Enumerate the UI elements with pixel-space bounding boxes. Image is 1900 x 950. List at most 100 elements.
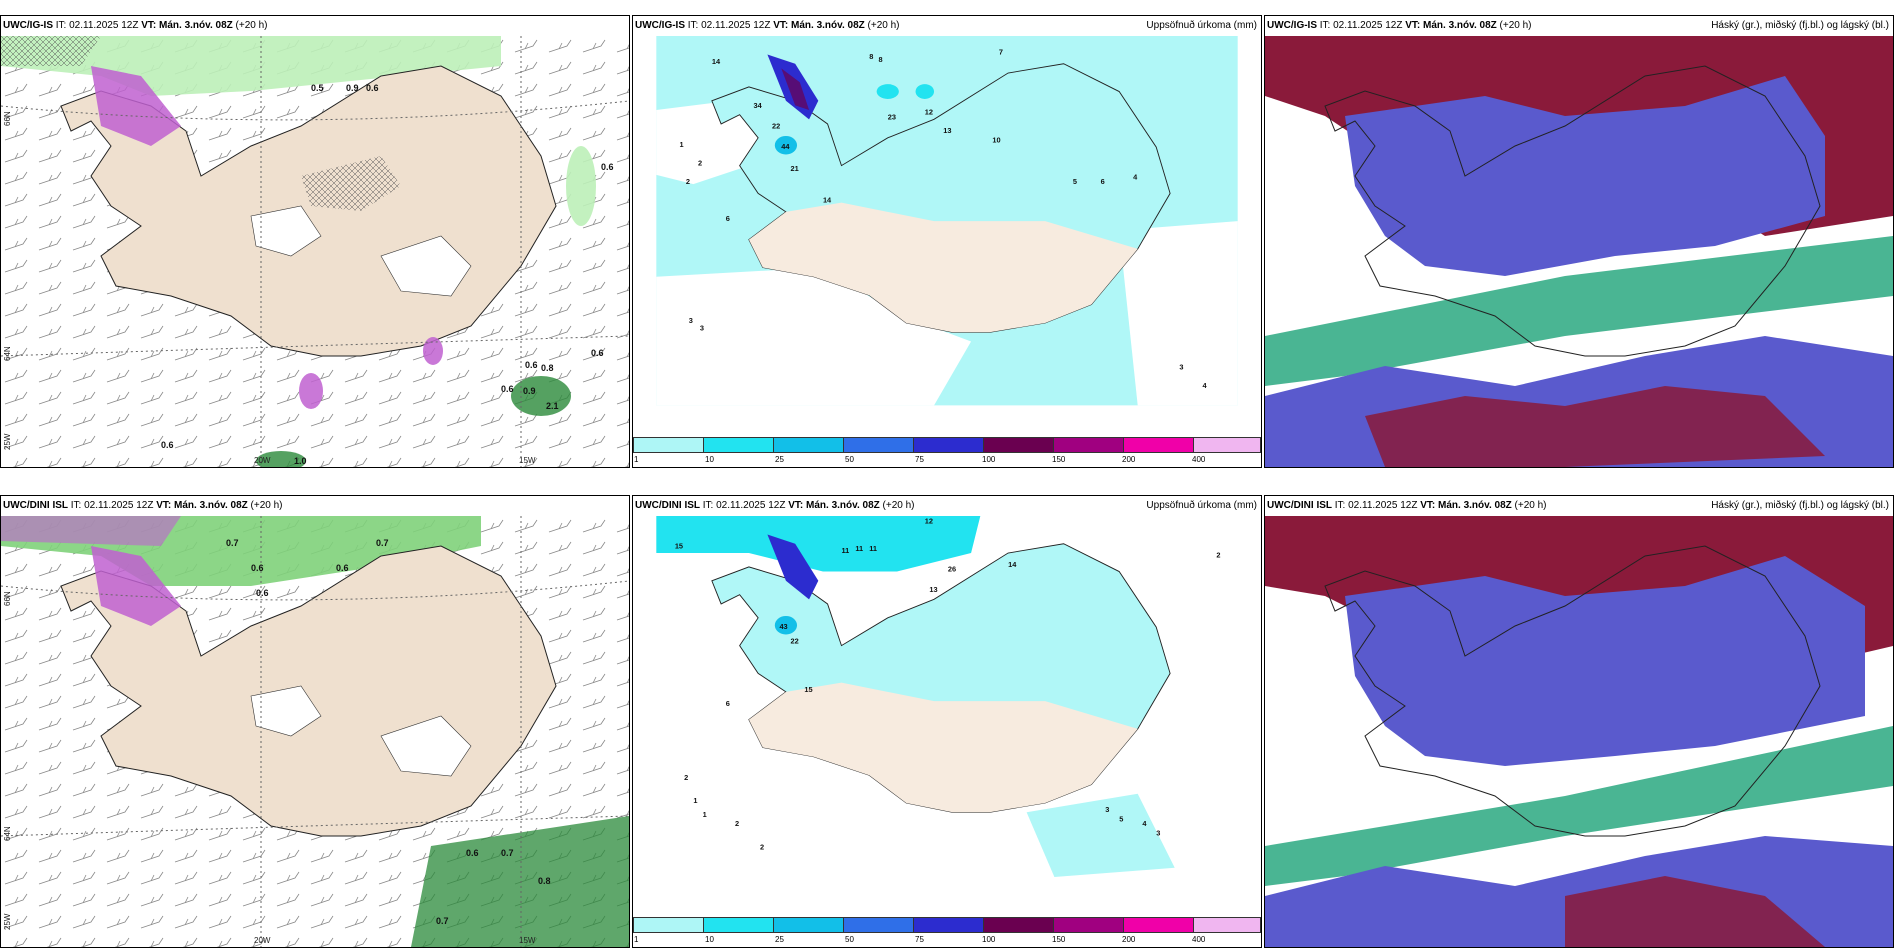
wind-label: 0.7: [226, 538, 239, 548]
init-time: 02.11.2025 12Z: [1333, 20, 1403, 31]
vt-label: VT:: [773, 20, 789, 31]
precip-label: 14: [1008, 560, 1017, 569]
model-name: UWC/IG-IS: [635, 20, 685, 31]
wind-map: 0.7 0.6 0.6 0.6 0.7 0.6 0.7 0.8 0.7: [1, 516, 629, 947]
precip-label: 2: [698, 159, 702, 168]
model-name: UWC/DINI ISL: [3, 500, 68, 511]
valid-time: Mán. 3.nóv. 08Z: [159, 20, 233, 31]
precip-label: 10: [992, 135, 1000, 144]
colorbar-tick: 50: [845, 455, 854, 464]
precip-label: 6: [1101, 177, 1105, 186]
precip-label: 14: [823, 196, 832, 205]
precip-label: 12: [925, 108, 933, 117]
colorbar-swatch: [1193, 917, 1261, 933]
colorbar-tick: 150: [1052, 935, 1066, 944]
colorbar-tick: 75: [915, 455, 924, 464]
colorbar-swatch: [1123, 917, 1194, 933]
lead-time: (+20 h): [250, 500, 283, 511]
colorbar-tick: 25: [775, 455, 784, 464]
colorbar-swatch: [633, 437, 704, 453]
lon-label: 15W: [519, 456, 536, 465]
precip-label: 3: [1156, 828, 1160, 837]
colorbar-tick: 400: [1192, 935, 1206, 944]
wind-label: 0.9: [346, 83, 359, 93]
precip-label: 11: [869, 544, 877, 553]
colorbar: 1 10 25 50 75 100 150 200 400: [633, 435, 1261, 467]
panel-top-left: UWC/IG-IS IT: 02.11.2025 12Z VT: Mán. 3.…: [0, 15, 630, 468]
init-time: 02.11.2025 12Z: [1348, 500, 1418, 511]
panel-header: UWC/IG-IS IT: 02.11.2025 12Z VT: Mán. 3.…: [1, 16, 629, 36]
lat-label: 64N: [3, 826, 12, 841]
precip-label: 2: [686, 177, 690, 186]
wind-label: 0.7: [376, 538, 389, 548]
panel-bot-right: UWC/DINI ISL IT: 02.11.2025 12Z VT: Mán.…: [1264, 495, 1894, 948]
model-name: UWC/DINI ISL: [1267, 500, 1332, 511]
colorbar-swatch: [773, 437, 844, 453]
init-time: 02.11.2025 12Z: [69, 20, 139, 31]
colorbar-swatch: [913, 437, 984, 453]
colorbar-swatch: [983, 917, 1054, 933]
panel-header: UWC/DINI ISL IT: 02.11.2025 12Z VT: Mán.…: [1, 496, 629, 516]
lat-label: 66N: [3, 111, 12, 126]
panel-top-right: UWC/IG-IS IT: 02.11.2025 12Z VT: Mán. 3.…: [1264, 15, 1894, 468]
precip-label: 6: [726, 214, 730, 223]
colorbar: 1 10 25 50 75 100 150 200 400: [633, 915, 1261, 947]
lead-time: (+20 h): [235, 20, 268, 31]
wind-label: 0.6: [161, 440, 174, 450]
lon-label: 15W: [519, 936, 536, 945]
colorbar-tick: 100: [982, 455, 996, 464]
lead-time: (+20 h): [1514, 500, 1547, 511]
precip-label: 2: [760, 842, 764, 851]
model-name: UWC/IG-IS: [3, 20, 53, 31]
precip-label: 34: [754, 101, 763, 110]
lead-time: (+20 h): [867, 20, 900, 31]
precip-label: 5: [1119, 814, 1123, 823]
lon-label: 25W: [3, 433, 12, 450]
init-time: 02.11.2025 12Z: [84, 500, 154, 511]
colorbar-swatch: [983, 437, 1054, 453]
precip-label: 15: [675, 541, 683, 550]
colorbar-tick: 1: [634, 455, 639, 464]
precip-label: 15: [804, 685, 812, 694]
wind-label: 0.6: [501, 384, 514, 394]
valid-time: Mán. 3.nóv. 08Z: [791, 20, 865, 31]
panel-header: UWC/DINI ISL IT: 02.11.2025 12Z VT: Mán.…: [1265, 496, 1893, 516]
precip-label: 11: [841, 546, 849, 555]
wind-label: 0.6: [591, 348, 604, 358]
colorbar-tick: 75: [915, 935, 924, 944]
valid-time: Mán. 3.nóv. 08Z: [1438, 500, 1512, 511]
it-label: IT:: [702, 500, 714, 511]
vt-label: VT:: [1420, 500, 1436, 511]
lat-label: 64N: [3, 346, 12, 361]
precip-label: 14: [712, 57, 721, 66]
precip-label: 8: [869, 52, 873, 61]
wind-label: 1.0: [294, 456, 307, 466]
precip-label: 2: [1216, 551, 1220, 560]
it-label: IT:: [687, 20, 699, 31]
model-name: UWC/IG-IS: [1267, 20, 1317, 31]
it-label: IT:: [1319, 20, 1331, 31]
vt-label: VT:: [141, 20, 157, 31]
cloud-map: [1265, 36, 1893, 467]
field-title: Uppsöfnuð úrkoma (mm): [1146, 20, 1257, 31]
precip-label: 1: [679, 140, 683, 149]
wind-label: 2.1: [546, 401, 559, 411]
wind-label: 0.8: [541, 363, 554, 373]
wind-label: 0.6: [366, 83, 379, 93]
colorbar-tick: 10: [705, 935, 714, 944]
precip-label: 7: [999, 48, 1003, 57]
colorbar-swatch: [1123, 437, 1194, 453]
model-name: UWC/DINI ISL: [635, 500, 700, 511]
colorbar-tick: 10: [705, 455, 714, 464]
wind-label: 0.5: [311, 83, 324, 93]
precip-label: 13: [929, 585, 937, 594]
precip-label: 3: [689, 316, 693, 325]
field-title: Háský (gr.), miðský (fj.bl.) og lágský (…: [1711, 500, 1889, 511]
colorbar-tick: 1: [634, 935, 639, 944]
precip-label: 3: [1179, 362, 1183, 371]
lat-label: 66N: [3, 591, 12, 606]
wind-label: 0.6: [466, 848, 479, 858]
precip-label: 43: [779, 622, 787, 631]
lon-label: 25W: [3, 913, 12, 930]
colorbar-tick: 25: [775, 935, 784, 944]
